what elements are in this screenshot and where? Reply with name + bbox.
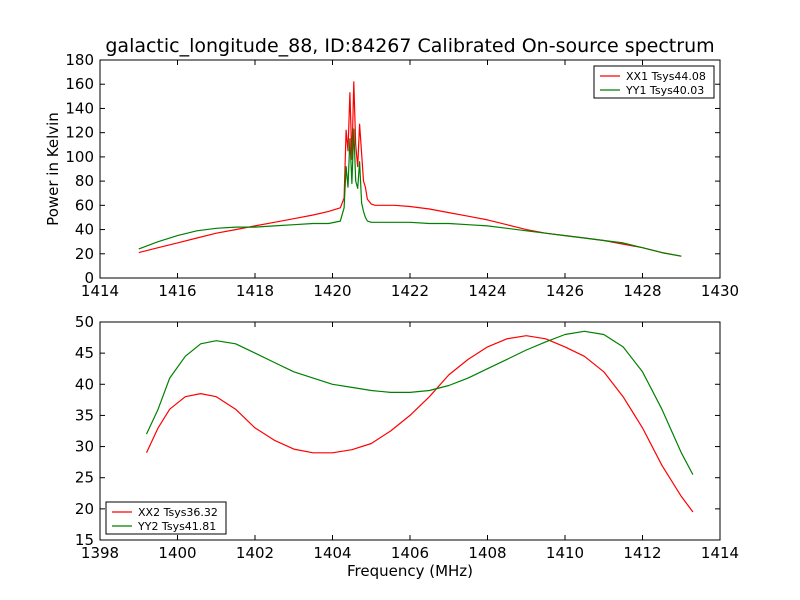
x-tick-label: 1406 xyxy=(391,544,429,562)
legend-entry: YY2 Tsys41.81 xyxy=(137,520,216,533)
y-tick-label: 40 xyxy=(75,375,94,393)
y-tick-label: 50 xyxy=(75,313,94,331)
x-tick-label: 1418 xyxy=(236,282,274,300)
x-tick-label: 1400 xyxy=(158,544,196,562)
y-tick-label: 140 xyxy=(65,99,94,117)
y-tick-label: 80 xyxy=(75,172,94,190)
series-line-1-0 xyxy=(145,335,694,513)
series-line-0-1 xyxy=(138,128,682,257)
x-tick-label: 1430 xyxy=(701,282,739,300)
y-tick-label: 35 xyxy=(75,406,94,424)
series-line-1-1 xyxy=(145,330,694,475)
y-tick-label: 60 xyxy=(75,196,94,214)
x-tick-label: 1428 xyxy=(623,282,661,300)
x-tick-label: 1398 xyxy=(81,544,119,562)
x-tick-label: 1402 xyxy=(236,544,274,562)
y-tick-label: 120 xyxy=(65,124,94,142)
y-tick-label: 20 xyxy=(75,500,94,518)
x-tick-label: 1416 xyxy=(158,282,196,300)
legend-entry: XX1 Tsys44.08 xyxy=(626,70,706,83)
chart-title: galactic_longitude_88, ID:84267 Calibrat… xyxy=(105,35,714,57)
top-chart: 1414 1416 1418 1420 1422 1424 1426 1428 1430 0 20 4… xyxy=(44,51,739,300)
legend-entry: XX2 Tsys36.32 xyxy=(138,506,218,519)
y-axis-label: Power in Kelvin xyxy=(44,112,62,226)
y-tick-label: 20 xyxy=(75,245,94,263)
bottom-chart: 1398 1400 1402 1404 1406 1408 1410 1412 1414 15 20… xyxy=(75,313,739,580)
y-tick-label: 100 xyxy=(65,148,94,166)
legend-box xyxy=(593,65,715,99)
y-tick-label: 40 xyxy=(75,221,94,239)
y-tick-label: 25 xyxy=(75,469,94,487)
legend-box xyxy=(105,501,227,535)
y-tick-label: 30 xyxy=(75,438,94,456)
y-tick-label: 160 xyxy=(65,75,94,93)
y-tick-label: 0 xyxy=(84,269,94,287)
y-tick-label: 180 xyxy=(65,51,94,69)
y-tick-label: 15 xyxy=(75,531,94,549)
x-tick-label: 1408 xyxy=(468,544,506,562)
legend-entry: YY1 Tsys40.03 xyxy=(625,84,704,97)
x-axis-label: Frequency (MHz) xyxy=(347,562,473,580)
x-tick-label: 1420 xyxy=(313,282,351,300)
x-tick-label: 1412 xyxy=(623,544,661,562)
x-tick-label: 1414 xyxy=(81,282,119,300)
x-tick-label: 1426 xyxy=(546,282,584,300)
x-tick-label: 1422 xyxy=(391,282,429,300)
x-tick-label: 1404 xyxy=(313,544,351,562)
y-tick-label: 45 xyxy=(75,344,94,362)
x-tick-label: 1424 xyxy=(468,282,506,300)
x-tick-label: 1410 xyxy=(546,544,584,562)
x-tick-label: 1414 xyxy=(701,544,739,562)
